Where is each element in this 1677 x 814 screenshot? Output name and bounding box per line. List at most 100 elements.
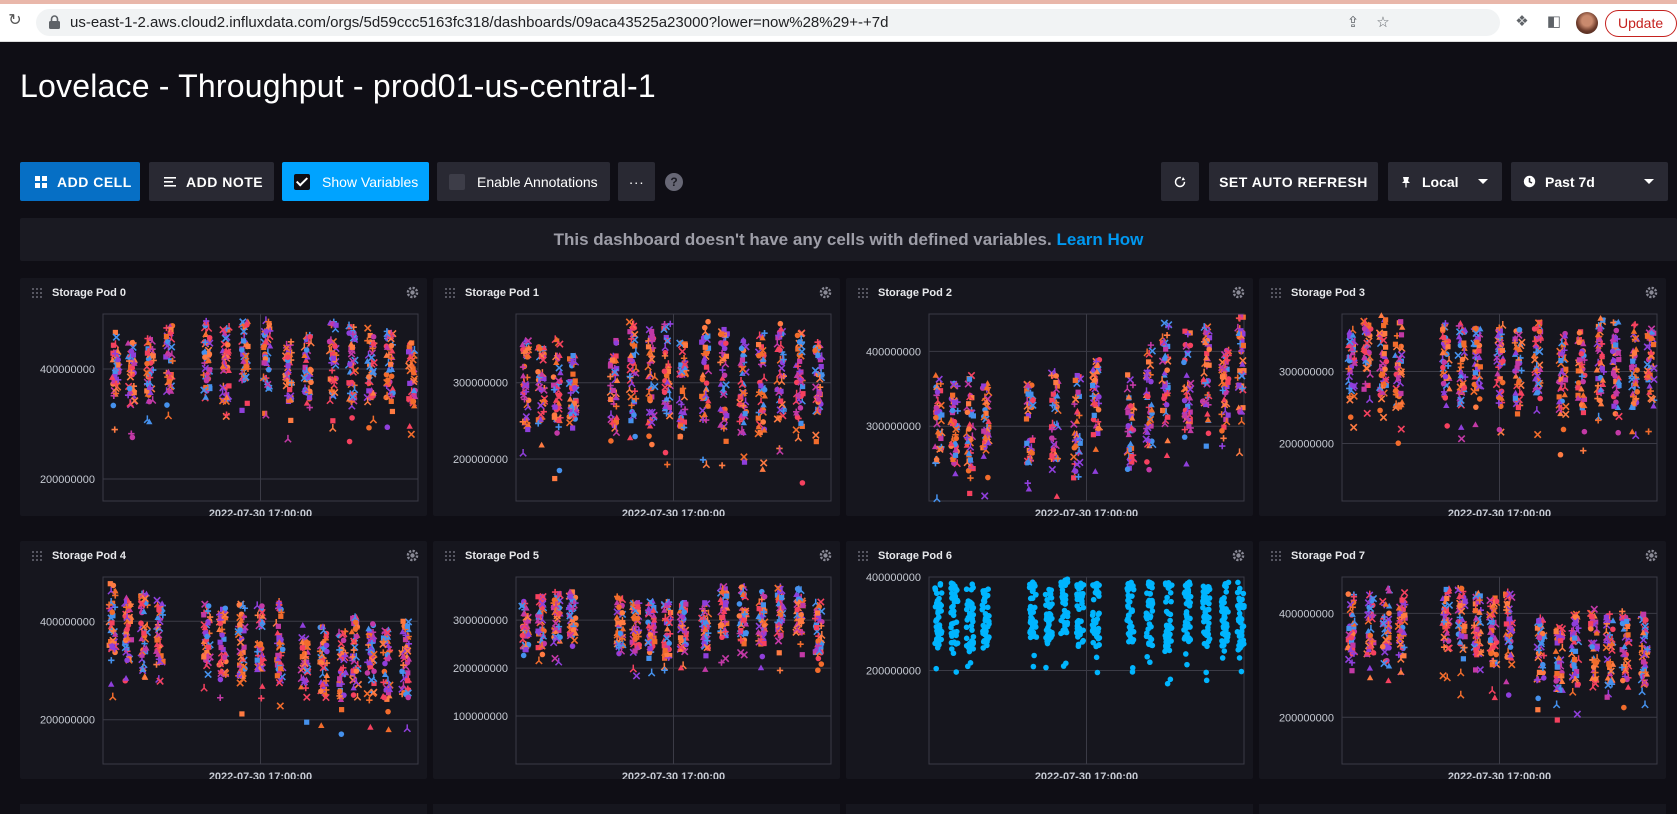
data-point bbox=[107, 680, 115, 687]
time-range-dropdown[interactable]: Past 7d bbox=[1511, 162, 1668, 201]
data-point bbox=[1092, 629, 1098, 636]
timezone-dropdown[interactable]: Local bbox=[1388, 162, 1502, 201]
data-point bbox=[755, 613, 762, 620]
data-point bbox=[1163, 452, 1171, 459]
drag-handle-icon[interactable] bbox=[444, 550, 456, 562]
add-cell-button[interactable]: ADD CELL bbox=[20, 162, 140, 201]
dashboard-cell[interactable]: Storage Pod 0 400000000 200000000 2022-07-3… bbox=[20, 278, 427, 516]
dashboard-cell[interactable]: Storage Pod 3 300000000 200000000 2022-07-3… bbox=[1259, 278, 1666, 516]
data-point bbox=[276, 638, 283, 645]
data-point bbox=[1164, 582, 1171, 589]
gear-icon[interactable] bbox=[1645, 286, 1658, 299]
data-point bbox=[815, 646, 824, 655]
data-point bbox=[1349, 349, 1356, 356]
gear-icon[interactable] bbox=[1232, 286, 1245, 299]
help-icon[interactable]: ? bbox=[665, 173, 683, 191]
dashboard-cell[interactable]: Storage Pod 4 400000000 200000000 2022-07-3… bbox=[20, 541, 427, 779]
data-point bbox=[1186, 423, 1192, 429]
data-point bbox=[776, 446, 784, 455]
gear-icon[interactable] bbox=[819, 286, 832, 299]
data-point bbox=[1365, 382, 1371, 388]
scatter-plot[interactable]: 400000000 200000000 2022-07-30 17:00:00 bbox=[846, 567, 1253, 779]
data-point bbox=[1145, 602, 1152, 609]
checkbox-unchecked-icon[interactable] bbox=[449, 173, 465, 190]
data-point bbox=[645, 408, 654, 417]
data-point bbox=[262, 410, 270, 419]
scatter-plot[interactable]: 400000000 300000000 2022-07-30 17:00:00 bbox=[846, 304, 1253, 516]
data-point bbox=[1397, 668, 1405, 675]
data-point bbox=[1474, 366, 1481, 372]
dashboard-cell[interactable]: Storage Pod 2 400000000 300000000 2022-07-3… bbox=[846, 278, 1253, 516]
data-point bbox=[627, 356, 633, 363]
side-panel-icon[interactable]: ◧ bbox=[1546, 13, 1562, 30]
scatter-plot[interactable]: 400000000 200000000 2022-07-30 17:00:00 bbox=[20, 567, 427, 779]
data-point bbox=[236, 638, 245, 647]
y-tick-label: 200000000 bbox=[40, 715, 95, 727]
data-point bbox=[302, 357, 310, 363]
scatter-plot[interactable]: 400000000 200000000 2022-07-30 17:00:00 bbox=[20, 304, 427, 516]
data-point bbox=[724, 413, 730, 419]
data-point bbox=[258, 608, 266, 617]
data-point bbox=[221, 334, 230, 343]
scatter-plot[interactable]: 300000000 200000000 2022-07-30 17:00:00 bbox=[433, 304, 840, 516]
dashboard-cell[interactable]: Storage Pod 6 400000000 200000000 2022-07-3… bbox=[846, 541, 1253, 779]
data-point bbox=[1029, 579, 1036, 586]
drag-handle-icon[interactable] bbox=[1270, 550, 1282, 562]
data-point bbox=[1076, 412, 1083, 419]
scatter-plot[interactable]: 300000000 200000000 100000000 2022-07-30 17… bbox=[433, 567, 840, 779]
page-title[interactable]: Lovelace - Throughput - prod01-us-centra… bbox=[20, 68, 656, 104]
drag-handle-icon[interactable] bbox=[857, 287, 869, 299]
set-auto-refresh-button[interactable]: SET AUTO REFRESH bbox=[1209, 162, 1378, 201]
show-variables-toggle[interactable]: Show Variables bbox=[282, 162, 429, 201]
dashboard-cell[interactable]: Storage Pod 1 300000000 200000000 2022-07-3… bbox=[433, 278, 840, 516]
data-point bbox=[319, 663, 328, 672]
dashboard-cell[interactable]: Storage Pod 5 300000000 200000000 100000000… bbox=[433, 541, 840, 779]
update-button[interactable]: Update bbox=[1605, 10, 1677, 37]
drag-handle-icon[interactable] bbox=[31, 287, 43, 299]
data-point bbox=[406, 396, 412, 402]
data-point bbox=[201, 339, 209, 346]
data-point bbox=[1362, 380, 1369, 388]
data-point bbox=[1221, 648, 1228, 654]
data-point bbox=[815, 667, 821, 674]
dashboard-cell[interactable]: Storage Pod 7 400000000 200000000 2022-07-3… bbox=[1259, 541, 1666, 779]
gear-icon[interactable] bbox=[406, 549, 419, 562]
gear-icon[interactable] bbox=[406, 286, 419, 299]
data-point bbox=[255, 621, 263, 630]
data-point bbox=[1613, 327, 1620, 334]
more-options-button[interactable]: ··· bbox=[618, 162, 655, 201]
learn-how-link[interactable]: Learn How bbox=[1056, 230, 1144, 249]
data-point bbox=[662, 449, 669, 456]
data-point bbox=[349, 367, 358, 376]
add-note-button[interactable]: ADD NOTE bbox=[149, 162, 274, 201]
reload-icon[interactable]: ↻ bbox=[8, 12, 22, 29]
checkbox-checked-icon[interactable] bbox=[294, 173, 310, 190]
scatter-plot[interactable]: 400000000 200000000 2022-07-30 17:00:00 bbox=[1259, 567, 1666, 779]
gear-icon[interactable] bbox=[819, 549, 832, 562]
data-point bbox=[795, 346, 801, 352]
data-point bbox=[299, 622, 306, 628]
data-point bbox=[795, 584, 803, 591]
data-point bbox=[308, 367, 314, 374]
enable-annotations-toggle[interactable]: Enable Annotations bbox=[437, 162, 610, 201]
bookmark-star-icon[interactable]: ☆ bbox=[1376, 14, 1390, 31]
drag-handle-icon[interactable] bbox=[1270, 287, 1282, 299]
data-point bbox=[146, 371, 153, 377]
url-text[interactable]: us-east-1-2.aws.cloud2.influxdata.com/or… bbox=[70, 14, 889, 31]
profile-avatar[interactable] bbox=[1576, 12, 1598, 34]
address-bar[interactable]: us-east-1-2.aws.cloud2.influxdata.com/or… bbox=[36, 9, 1500, 36]
data-point bbox=[1092, 581, 1099, 588]
extensions-icon[interactable]: ❖ bbox=[1515, 13, 1529, 30]
data-point bbox=[223, 348, 232, 357]
drag-handle-icon[interactable] bbox=[31, 550, 43, 562]
data-point bbox=[1125, 410, 1131, 416]
share-icon[interactable]: ⇪ bbox=[1346, 14, 1360, 31]
scatter-plot[interactable]: 300000000 200000000 2022-07-30 17:00:00 bbox=[1259, 304, 1666, 516]
drag-handle-icon[interactable] bbox=[857, 550, 869, 562]
gear-icon[interactable] bbox=[1232, 549, 1245, 562]
drag-handle-icon[interactable] bbox=[444, 287, 456, 299]
data-point bbox=[1477, 364, 1483, 370]
gear-icon[interactable] bbox=[1645, 549, 1658, 562]
data-point bbox=[795, 415, 802, 422]
refresh-button[interactable] bbox=[1161, 162, 1199, 201]
